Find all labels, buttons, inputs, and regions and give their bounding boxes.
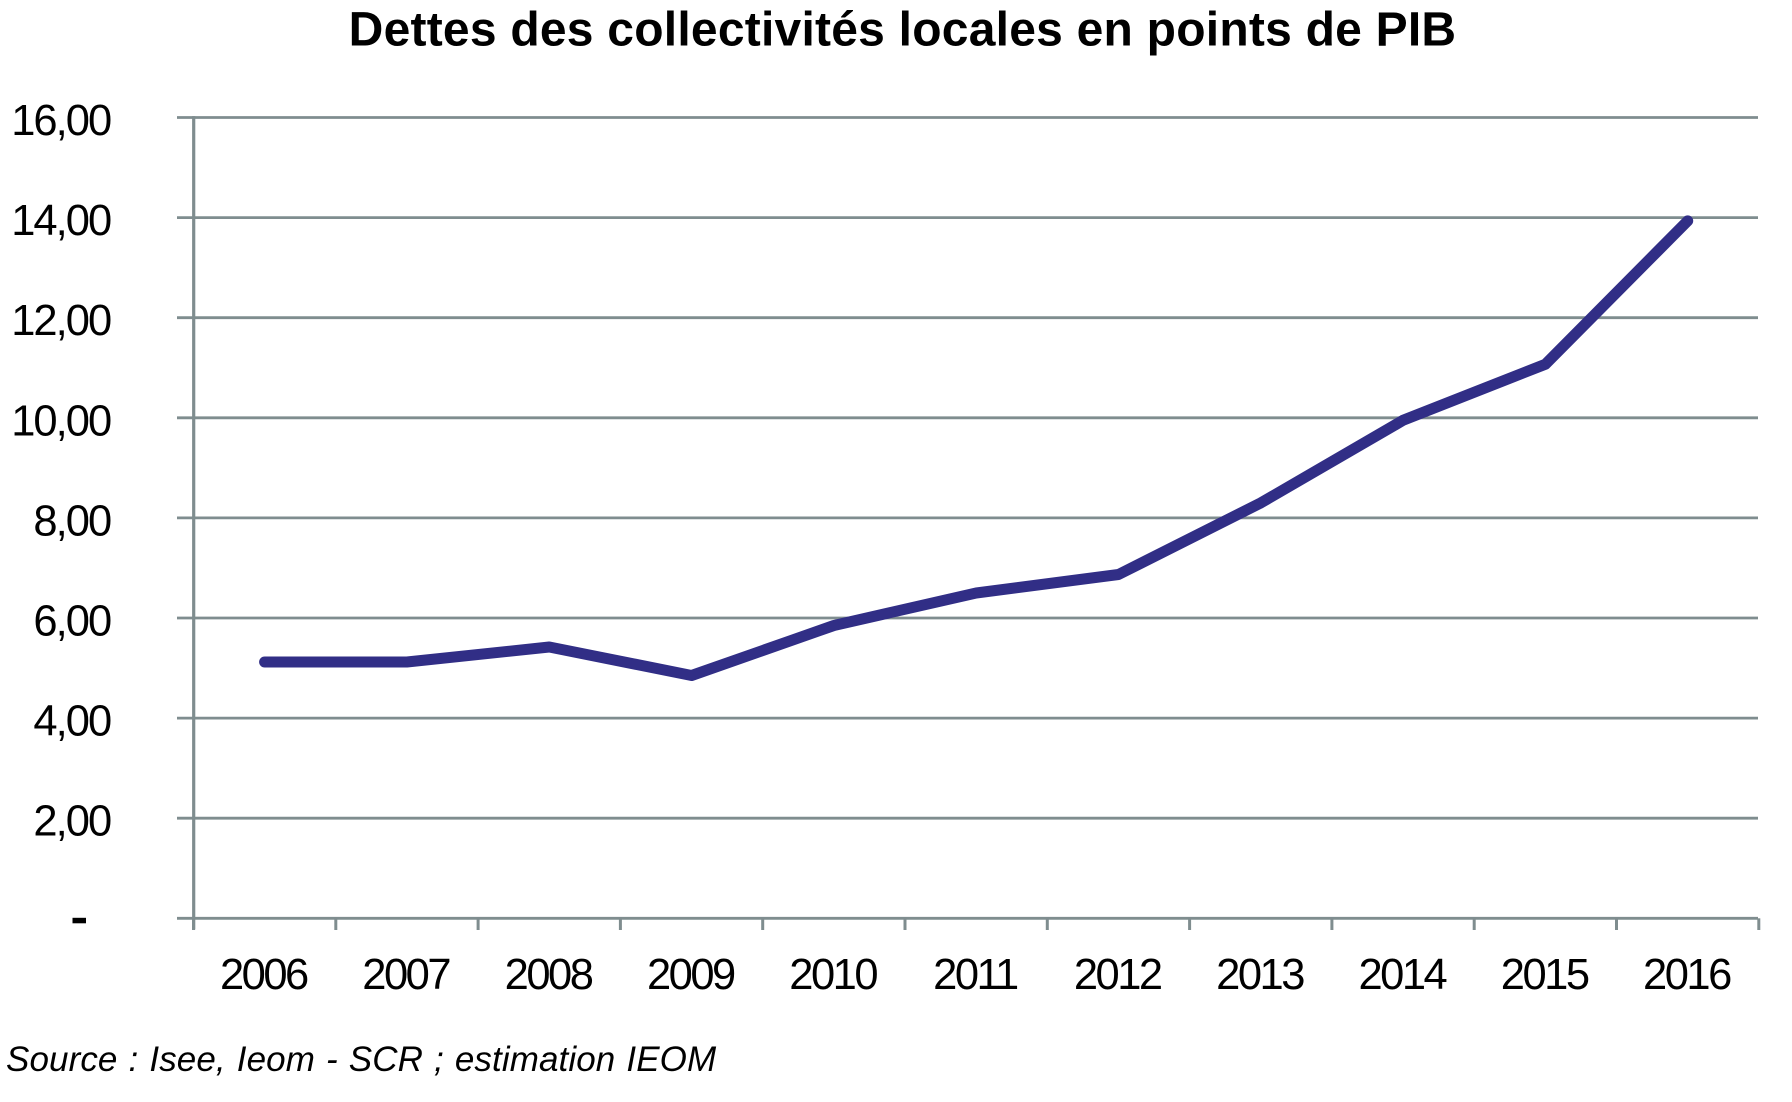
svg-text:2011: 2011 bbox=[933, 951, 1018, 999]
svg-text:Dettes des collectivités local: Dettes des collectivités locales en poin… bbox=[349, 4, 1457, 57]
svg-text:10,00: 10,00 bbox=[11, 397, 111, 445]
svg-text:2010: 2010 bbox=[789, 951, 877, 999]
svg-text:2015: 2015 bbox=[1501, 951, 1589, 999]
svg-text:2009: 2009 bbox=[647, 951, 735, 999]
svg-text:2006: 2006 bbox=[220, 951, 308, 999]
svg-text:2007: 2007 bbox=[362, 951, 449, 999]
svg-text:Source : Isee, Ieom - SCR ; es: Source : Isee, Ieom - SCR ; estimation I… bbox=[6, 1040, 717, 1079]
svg-text:14,00: 14,00 bbox=[11, 197, 111, 245]
svg-text:4,00: 4,00 bbox=[33, 698, 111, 746]
svg-text:2,00: 2,00 bbox=[33, 798, 111, 846]
svg-text:16,00: 16,00 bbox=[11, 97, 111, 145]
svg-text:2008: 2008 bbox=[505, 951, 593, 999]
svg-text:8,00: 8,00 bbox=[33, 497, 111, 545]
svg-text:6,00: 6,00 bbox=[33, 598, 111, 646]
svg-text:2014: 2014 bbox=[1358, 951, 1446, 999]
svg-text:12,00: 12,00 bbox=[11, 297, 111, 345]
svg-text:2013: 2013 bbox=[1216, 951, 1304, 999]
svg-text:2016: 2016 bbox=[1643, 951, 1731, 999]
svg-text:2012: 2012 bbox=[1074, 951, 1161, 999]
